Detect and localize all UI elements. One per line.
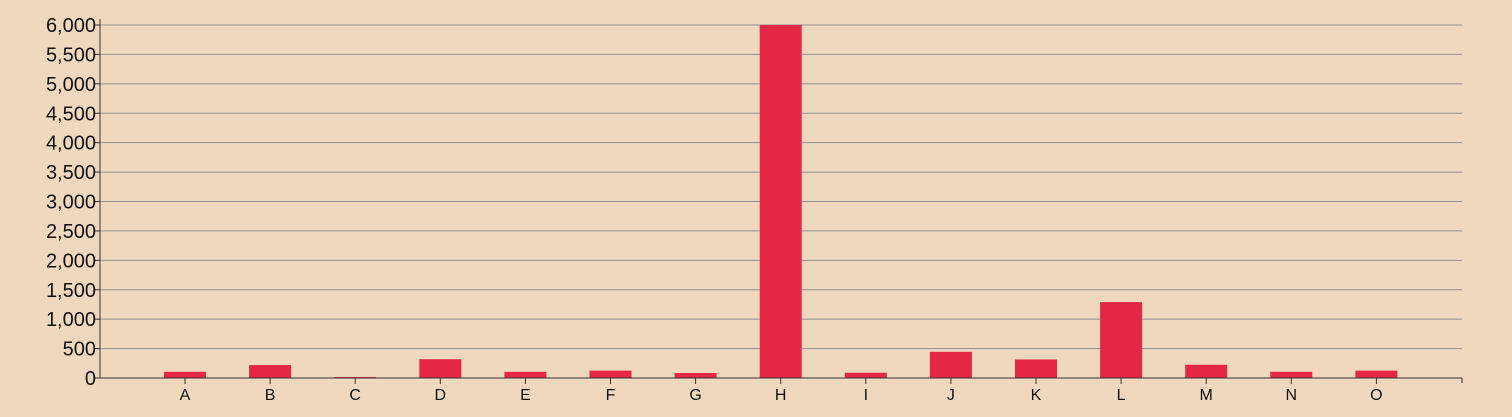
bar-g [674, 372, 717, 378]
bar-b [249, 365, 292, 378]
y-tick-label: 3,500 [46, 162, 96, 184]
bar-m [1185, 364, 1228, 378]
y-tick-label: 5,000 [46, 74, 96, 96]
x-tick-label: I [864, 387, 868, 404]
x-tick-label: O [1370, 387, 1382, 404]
y-tick-label: 1,500 [46, 280, 96, 302]
x-tick-label: N [1286, 387, 1298, 404]
y-tick-label: 2,000 [46, 250, 96, 272]
bar-e [504, 371, 547, 378]
x-tick-label: E [520, 387, 531, 404]
bar-d [419, 359, 462, 378]
y-axis-ticks: 0 500 1,000 1,500 2,000 2,500 3,000 3,500 4,000 4… [46, 15, 100, 390]
x-tick-label: K [1031, 387, 1042, 404]
bar-i [844, 372, 887, 378]
x-tick-label: J [947, 387, 955, 404]
y-tick-label: 500 [63, 339, 96, 361]
bar-f [589, 370, 632, 378]
y-tick-label: 4,000 [46, 133, 96, 155]
y-tick-label: 6,000 [46, 15, 96, 37]
bar-n [1270, 371, 1313, 378]
x-tick-label: H [775, 387, 787, 404]
bar-o [1355, 370, 1398, 378]
x-tick-label: A [180, 387, 191, 404]
bar-a [164, 371, 206, 378]
y-tick-label: 4,500 [46, 103, 96, 125]
bars [164, 25, 1398, 378]
bar-l [1100, 302, 1143, 378]
y-tick-label: 5,500 [46, 44, 96, 66]
y-tick-label: 0 [85, 368, 96, 390]
x-tick-label: M [1200, 387, 1213, 404]
x-tick-label: B [265, 387, 276, 404]
bar-k [1015, 359, 1057, 378]
x-tick-label: D [435, 387, 447, 404]
x-axis-ticks: A B C D E F G H I J K L M N O [180, 378, 1383, 404]
x-tick-label: F [606, 387, 616, 404]
x-tick-label: C [349, 387, 361, 404]
y-tick-label: 1,000 [46, 309, 96, 331]
bar-h [759, 25, 802, 378]
x-tick-label: L [1117, 387, 1126, 404]
y-tick-label: 2,500 [46, 221, 96, 243]
bar-j [929, 351, 972, 378]
y-tick-label: 3,000 [46, 192, 96, 214]
x-tick-label: G [689, 387, 701, 404]
